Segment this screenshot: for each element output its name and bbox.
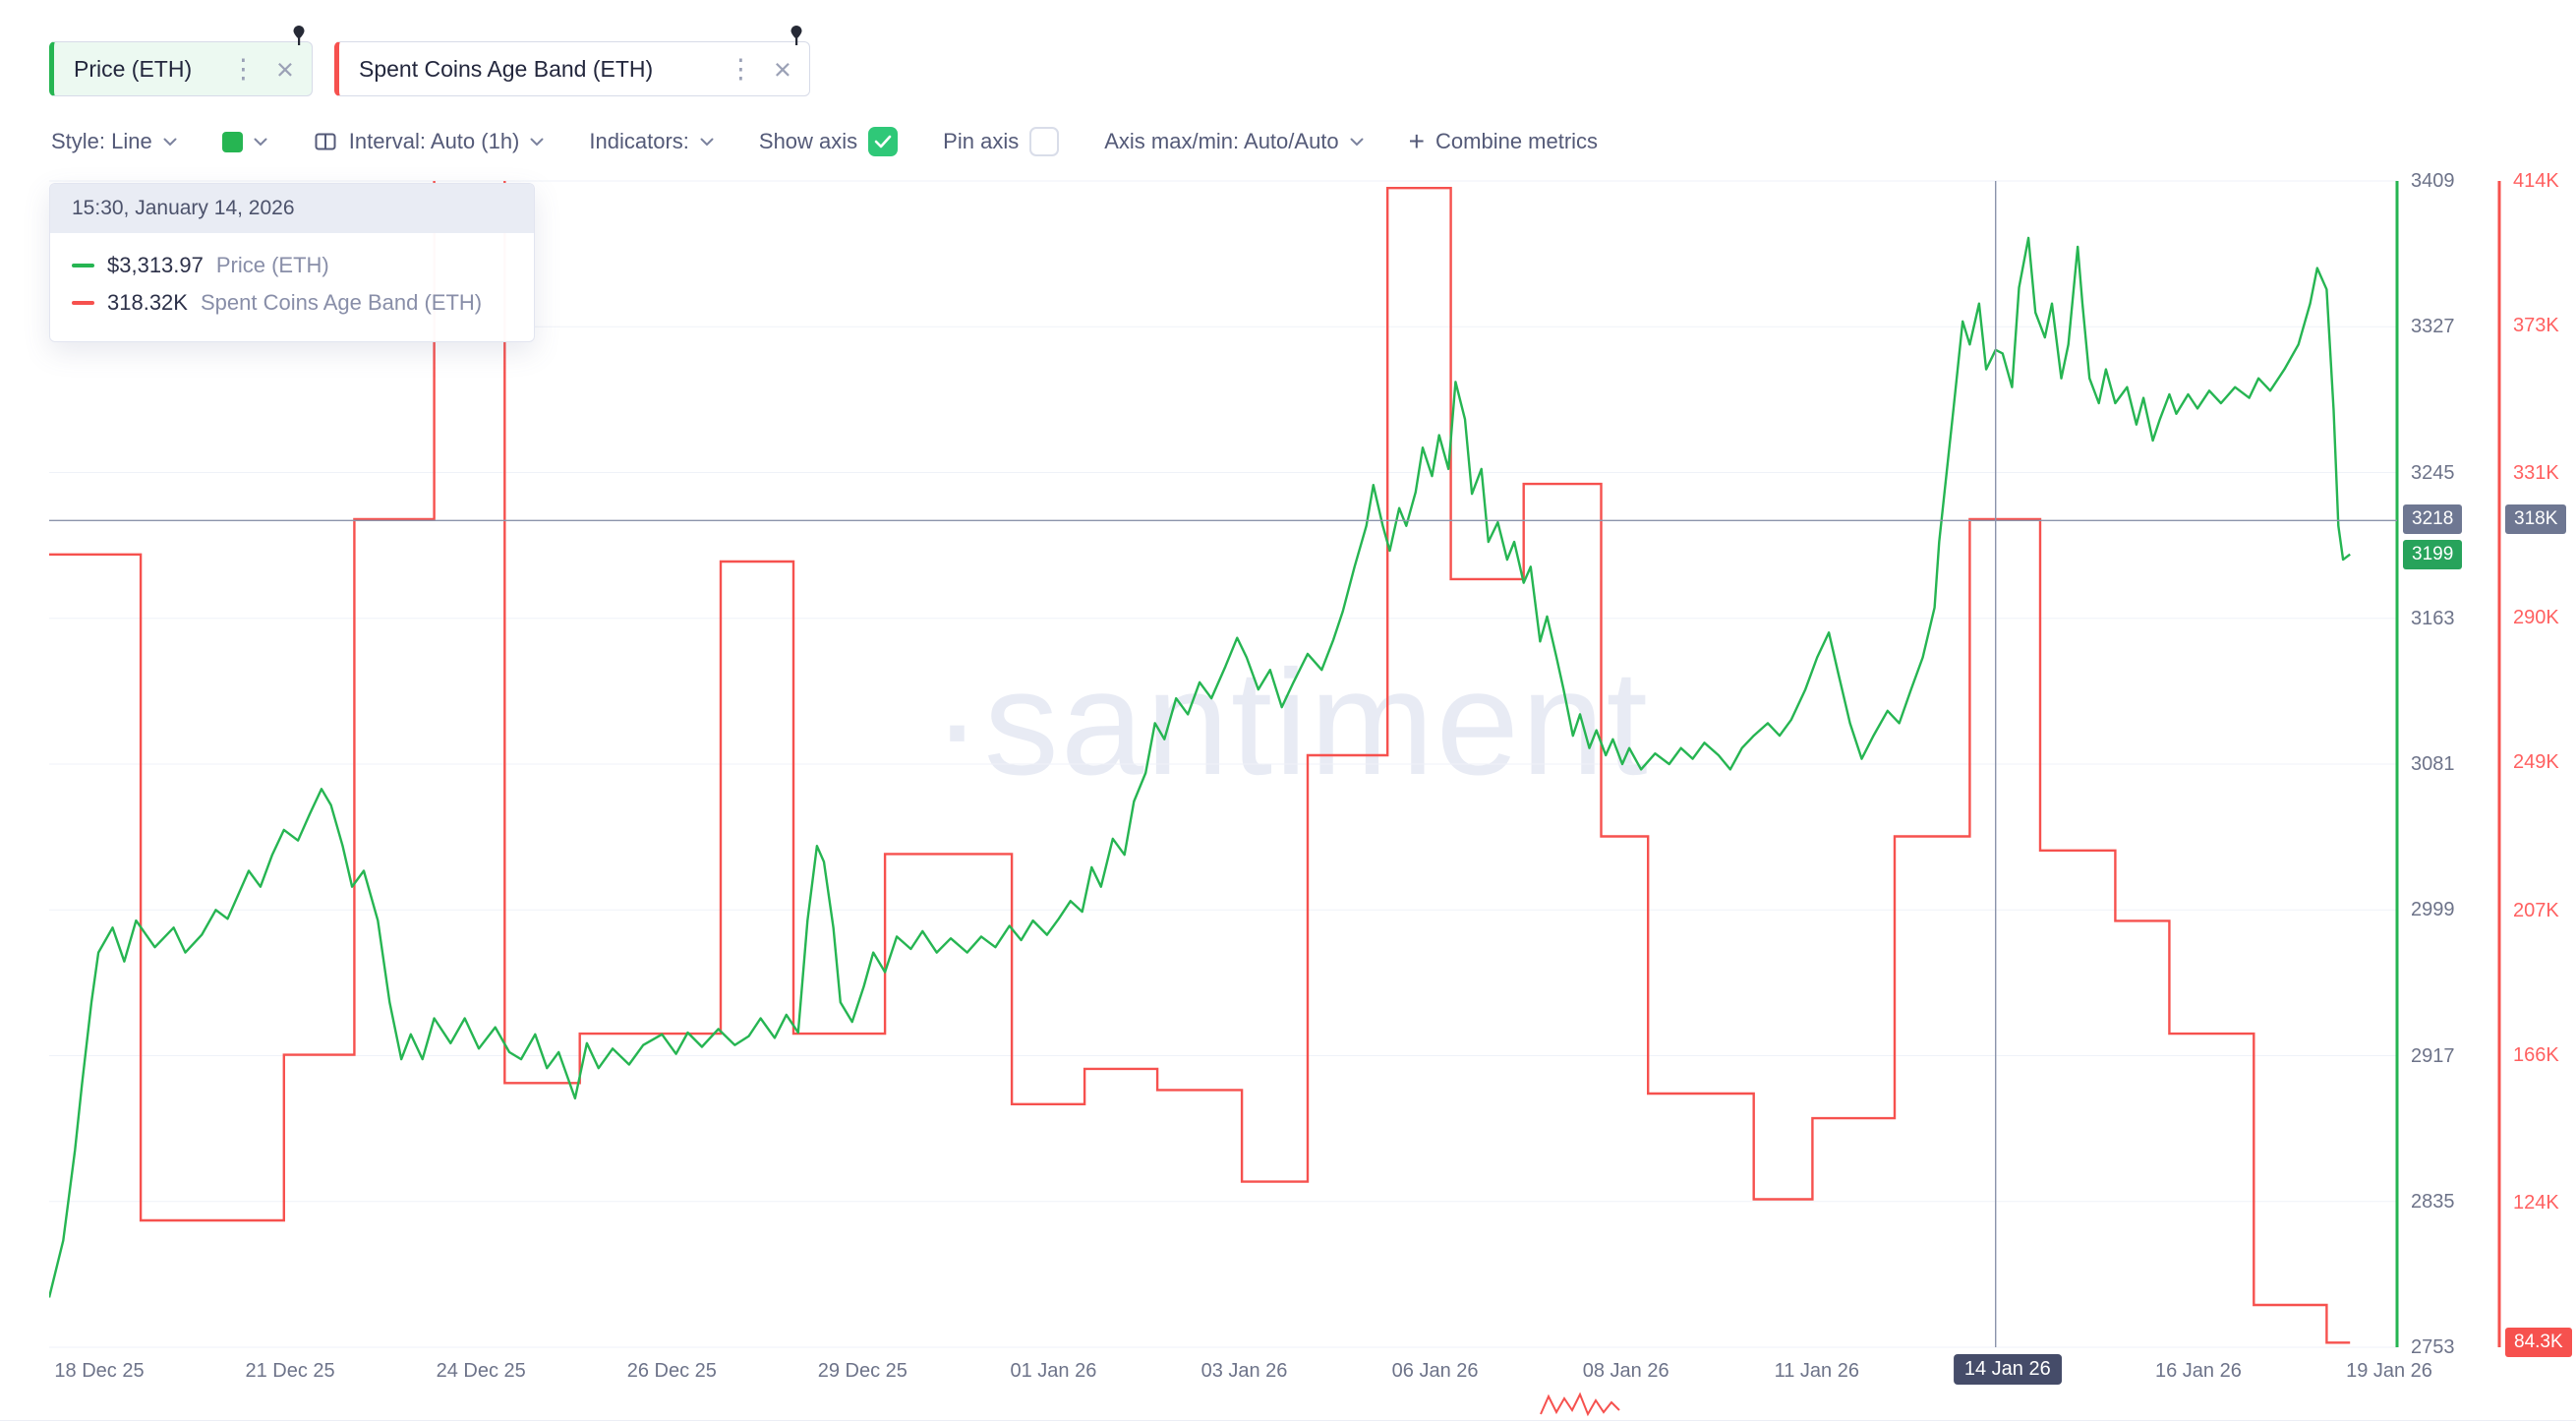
combine-metrics-button[interactable]: + Combine metrics [1409, 128, 1598, 155]
style-dropdown[interactable]: Style: Line [51, 129, 177, 154]
crosshair-band-badge: 318K [2505, 504, 2567, 535]
metric-tab-price[interactable]: Price (ETH) ⋮ × [49, 26, 313, 96]
axis-maxmin-label: Axis max/min: Auto/Auto [1104, 129, 1339, 153]
chevron-down-icon [254, 138, 267, 146]
chevron-down-icon [163, 138, 177, 146]
tooltip-price-label: Price (ETH) [215, 253, 329, 277]
price-tick-label: 2753 [2411, 1336, 2455, 1358]
axis-maxmin-dropdown[interactable]: Axis max/min: Auto/Auto [1104, 129, 1364, 154]
tooltip-row-price: $3,313.97 Price (ETH) [72, 253, 512, 278]
drag-handle-icon[interactable] [288, 24, 310, 47]
drag-handle-icon[interactable] [786, 24, 807, 47]
x-label: 26 Dec 25 [626, 1360, 717, 1382]
tooltip-timestamp: 15:30, January 14, 2026 [50, 184, 534, 233]
x-label: 06 Jan 26 [1391, 1360, 1479, 1382]
tooltip-price-value: $3,313.97 [107, 253, 204, 277]
x-label: 18 Dec 25 [54, 1360, 145, 1382]
x-label: 03 Jan 26 [1200, 1360, 1288, 1382]
chevron-down-icon [530, 138, 544, 146]
timeline-preview-rule [0, 1420, 2576, 1421]
band-tick-label: 166K [2513, 1043, 2559, 1066]
pin-axis-toggle[interactable]: Pin axis [943, 127, 1060, 156]
metric-tab-spent-coins[interactable]: Spent Coins Age Band (ETH) ⋮ × [334, 26, 810, 96]
band-series-dash [72, 301, 94, 305]
x-label: 29 Dec 25 [817, 1360, 907, 1382]
tooltip-row-band: 318.32K Spent Coins Age Band (ETH) [72, 290, 512, 316]
band-tick-label: 373K [2513, 314, 2559, 336]
price-tick-label: 2835 [2411, 1190, 2455, 1213]
interval-icon [315, 133, 336, 150]
interval-dropdown[interactable]: Interval: Auto (1h) [313, 129, 545, 154]
crosshair-price-badge: 3218 [2403, 504, 2463, 535]
band-tick-label: 290K [2513, 607, 2559, 629]
tooltip-body: $3,313.97 Price (ETH) 318.32K Spent Coin… [50, 233, 534, 341]
price-series-dash [72, 264, 94, 267]
chevron-down-icon [700, 138, 714, 146]
close-icon[interactable]: × [773, 51, 791, 87]
price-tick-label: 3409 [2411, 170, 2455, 192]
style-dropdown-label: Style: Line [51, 129, 152, 153]
tooltip-band-value: 318.32K [107, 290, 188, 315]
metric-tab-spent-coins-label: Spent Coins Age Band (ETH) [359, 55, 654, 82]
check-icon [874, 135, 892, 148]
price-tick-label: 3081 [2411, 753, 2455, 775]
x-label: 01 Jan 26 [1010, 1360, 1097, 1382]
price-tick-label: 2917 [2411, 1044, 2455, 1067]
pin-axis-checkbox[interactable] [1029, 127, 1060, 156]
plus-icon: + [1408, 126, 1426, 156]
metric-tab-price-label: Price (ETH) [74, 55, 193, 82]
x-label: 24 Dec 25 [436, 1360, 526, 1382]
timeline-preview-squiggle[interactable] [1539, 1387, 1627, 1420]
series-color-swatch [221, 131, 243, 152]
x-label: 16 Jan 26 [2154, 1360, 2242, 1382]
band-tick-label: 414K [2513, 170, 2559, 192]
interval-dropdown-label: Interval: Auto (1h) [348, 129, 520, 153]
combine-metrics-label: Combine metrics [1435, 129, 1599, 153]
metric-options-icon[interactable]: ⋮ [727, 53, 754, 84]
santiment-watermark: ·santiment [932, 639, 1650, 806]
x-label-selected: 14 Jan 26 [1953, 1354, 2062, 1385]
indicators-dropdown[interactable]: Indicators: [589, 129, 714, 154]
show-axis-toggle[interactable]: Show axis [758, 127, 899, 156]
x-label: 19 Jan 26 [2346, 1360, 2432, 1382]
band-tick-label: 249K [2513, 751, 2559, 774]
show-axis-checkbox[interactable] [868, 127, 899, 156]
close-icon[interactable]: × [275, 51, 294, 87]
x-label: 11 Jan 26 [1774, 1360, 1859, 1382]
price-tick-label: 3163 [2411, 607, 2455, 629]
show-axis-label: Show axis [758, 129, 858, 153]
color-swatch-dropdown[interactable] [221, 131, 267, 152]
x-label: 08 Jan 26 [1582, 1360, 1669, 1382]
price-tick-label: 3245 [2411, 461, 2455, 484]
last-price-badge: 3199 [2403, 539, 2463, 569]
pin-axis-label: Pin axis [943, 129, 1020, 153]
indicators-dropdown-label: Indicators: [589, 129, 689, 153]
price-tick-label: 3327 [2411, 316, 2455, 338]
chart-tooltip: 15:30, January 14, 2026 $3,313.97 Price … [49, 183, 535, 342]
tooltip-band-label: Spent Coins Age Band (ETH) [200, 290, 483, 315]
chevron-down-icon [1350, 138, 1364, 146]
band-tick-label: 331K [2513, 462, 2559, 485]
metric-options-icon[interactable]: ⋮ [229, 53, 257, 84]
last-band-badge: 84.3K [2505, 1328, 2572, 1358]
band-tick-label: 207K [2513, 899, 2559, 921]
chart-toolbar: Style: Line Interval: Auto (1h) Indicato… [51, 120, 1598, 163]
band-tick-label: 124K [2513, 1192, 2559, 1215]
price-tick-label: 2999 [2411, 899, 2455, 921]
x-label: 21 Dec 25 [245, 1360, 335, 1382]
